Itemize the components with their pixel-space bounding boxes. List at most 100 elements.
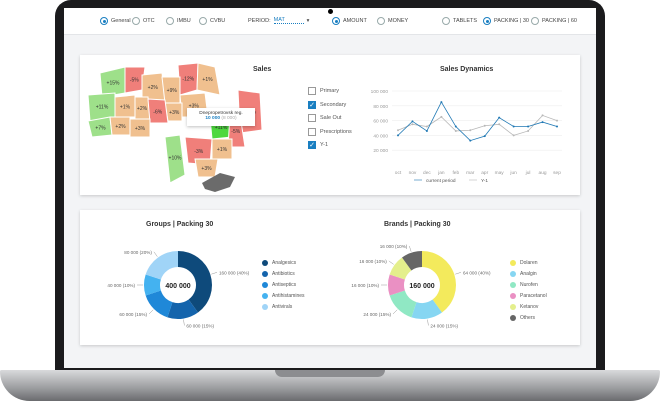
- segment-general[interactable]: General: [100, 17, 131, 25]
- radio-icon: [442, 17, 450, 25]
- legend-item[interactable]: Analgin: [510, 271, 537, 277]
- period-select[interactable]: PERIOD: MAT ▾: [248, 17, 309, 24]
- legend-dot-icon: [262, 271, 268, 277]
- checkbox-icon: ✓: [308, 100, 316, 109]
- laptop-notch: [275, 370, 385, 377]
- filter-primary[interactable]: Primary: [308, 87, 339, 95]
- data-point: [469, 139, 472, 142]
- filter-y-1[interactable]: ✓ Y-1: [308, 141, 328, 149]
- camera: [328, 9, 333, 14]
- checkbox-icon: [308, 87, 316, 95]
- region-label: -5%: [130, 77, 139, 83]
- label: PACKING | 60: [542, 18, 577, 24]
- map-region[interactable]: +1%: [211, 138, 233, 160]
- legend-item[interactable]: Paracetanol: [510, 293, 547, 299]
- unit-packing-60[interactable]: PACKING | 60: [531, 17, 577, 25]
- segment-imbu[interactable]: IMBU: [166, 17, 191, 25]
- region-shape: [164, 134, 186, 184]
- legend-item[interactable]: Others: [510, 315, 535, 321]
- x-tick-label: apr: [481, 170, 488, 176]
- legend-dot-icon: [262, 293, 268, 299]
- legend-item[interactable]: Antiseptics: [262, 282, 296, 288]
- radio-icon: [199, 17, 207, 25]
- region-label: +15%: [107, 81, 120, 87]
- slice-label: 16 000 (10%): [359, 259, 387, 264]
- filter-prescriptions[interactable]: Prescriptions: [308, 127, 352, 136]
- radio-icon: [531, 17, 539, 25]
- pie-slice: [145, 251, 178, 280]
- region-label: +2%: [137, 106, 148, 112]
- slice-label: 64 000 (40%): [463, 270, 491, 275]
- region-label: -5%: [231, 129, 240, 135]
- legend-dot-icon: [262, 260, 268, 266]
- filter-secondary[interactable]: ✓ Secondary: [308, 100, 347, 109]
- dynamics-title: Sales Dynamics: [440, 66, 494, 73]
- region-label: -6%: [153, 109, 162, 115]
- region-label: +1%: [202, 77, 213, 83]
- pie-slice: [388, 274, 405, 296]
- slice-label: 60 000 (15%): [186, 323, 214, 328]
- label: CVBU: [210, 18, 226, 24]
- map-region[interactable]: +10%: [164, 134, 186, 184]
- radio-icon: [166, 17, 174, 25]
- x-tick-label: may: [495, 171, 505, 176]
- data-point: [512, 125, 515, 128]
- legend-item[interactable]: Analgesics: [262, 260, 296, 266]
- label-leader: [392, 309, 398, 315]
- segment-cvbu[interactable]: CVBU: [199, 17, 225, 25]
- legend-label: Antibiotics: [272, 271, 295, 277]
- filter-label: Primary: [320, 88, 339, 94]
- region-label: +7%: [95, 126, 106, 132]
- x-tick-label: oct: [395, 170, 402, 176]
- filter-sale-out[interactable]: Sale Out: [308, 114, 341, 122]
- region-label: -12%: [182, 76, 194, 82]
- unit-packing-30[interactable]: PACKING | 30: [483, 17, 529, 25]
- radio-icon: [132, 17, 140, 25]
- region-label: +1%: [120, 105, 131, 111]
- map-region[interactable]: +1%: [196, 62, 221, 96]
- period-value[interactable]: MAT: [273, 17, 304, 24]
- legend-item[interactable]: Antibiotics: [262, 271, 295, 277]
- slice-label: 160 000 (40%): [219, 270, 250, 275]
- legend-item[interactable]: Ketanov: [510, 304, 538, 310]
- segment-otc[interactable]: OTC: [132, 17, 155, 25]
- legend-dot-icon: [510, 260, 516, 266]
- measure-amount[interactable]: AMOUNT: [332, 17, 367, 25]
- region-label: +3%: [189, 104, 200, 110]
- data-point: [541, 114, 544, 117]
- region-label: -3%: [194, 149, 203, 155]
- filter-label: Secondary: [320, 101, 347, 108]
- checkbox-icon: ✓: [308, 141, 316, 149]
- region-label: +9%: [167, 88, 178, 94]
- label: MONEY: [388, 18, 409, 24]
- legend-label: Analgin: [520, 271, 537, 277]
- legend-dot-icon: [262, 304, 268, 310]
- region-label: +2%: [115, 124, 126, 130]
- chevron-down-icon: ▾: [306, 17, 310, 24]
- slice-label: 24 000 (15%): [363, 312, 391, 317]
- label-leader: [153, 251, 158, 257]
- region-shape: [211, 138, 233, 160]
- legend-item[interactable]: Antivirals: [262, 304, 292, 310]
- legend-label: Paracetanol: [520, 293, 547, 299]
- legend-dot-icon: [510, 315, 516, 321]
- label-leader: [427, 319, 429, 326]
- radio-icon: [483, 17, 491, 25]
- slice-label: 40 000 (10%): [107, 283, 135, 288]
- legend-item[interactable]: Antihistamines: [262, 293, 305, 299]
- region-shape: [196, 62, 221, 96]
- filter-label: Y-1: [320, 142, 329, 148]
- sales-map[interactable]: +15% -5% -12% +1% +2% +9% +11% +1% +2% +3% +3% -6% -…: [80, 55, 295, 195]
- unit-tablets[interactable]: TABLETS: [442, 17, 477, 25]
- pie-slice: [167, 299, 198, 319]
- map-region[interactable]: -6%: [147, 98, 169, 124]
- data-point: [397, 129, 399, 132]
- data-point: [440, 115, 443, 118]
- legend-item[interactable]: Nurofen: [510, 282, 538, 288]
- legend-label: current period: [426, 178, 456, 184]
- legend-item[interactable]: Dolaren: [510, 260, 538, 266]
- map-region[interactable]: +3%: [129, 118, 151, 138]
- x-tick-label: mar: [466, 170, 475, 176]
- measure-money[interactable]: MONEY: [377, 17, 408, 25]
- label: OTC: [143, 18, 155, 24]
